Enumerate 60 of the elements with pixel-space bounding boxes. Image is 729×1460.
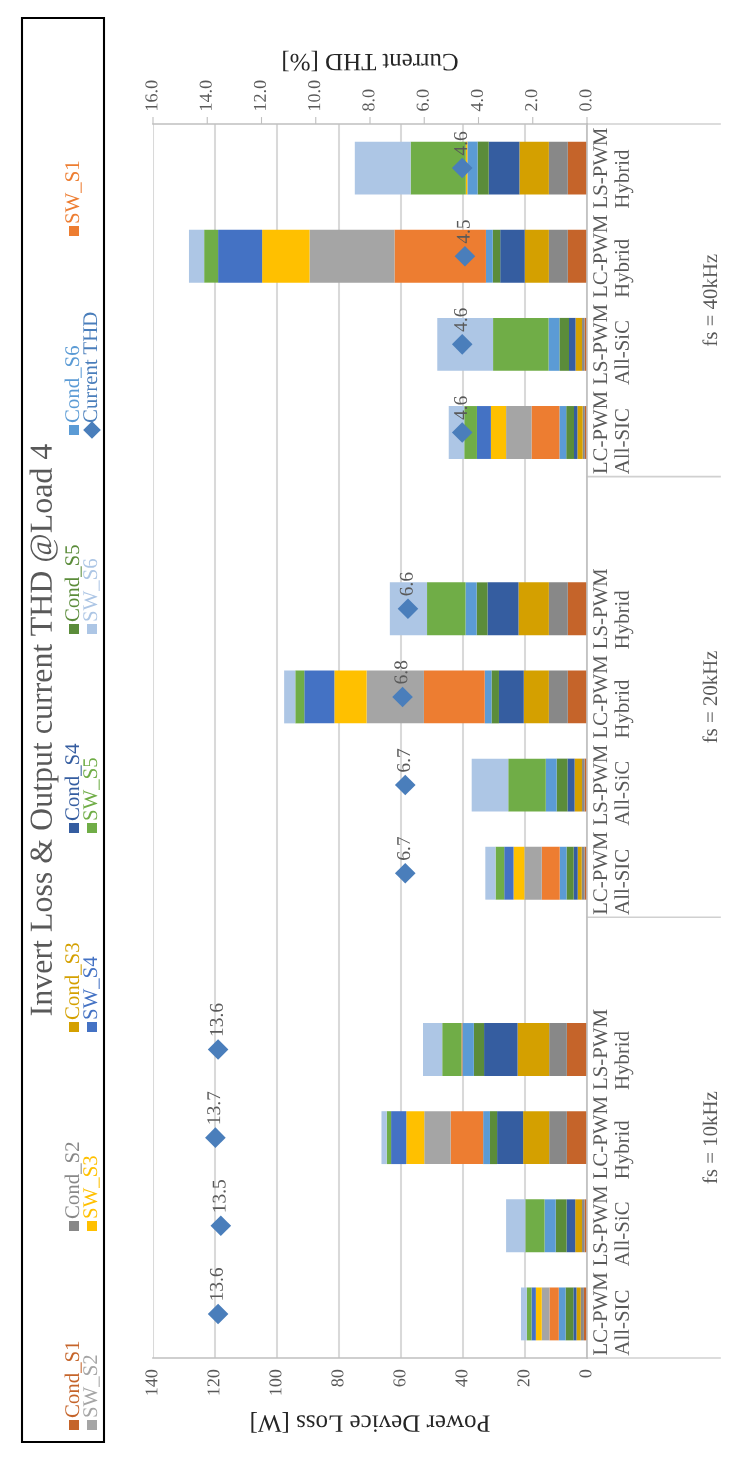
data-label: 6.7	[397, 748, 411, 772]
y-tick-label: LS-PWM All-SiC	[593, 304, 629, 385]
text: fs = 20kHz	[702, 651, 718, 743]
text: SW_S2	[83, 1355, 100, 1417]
x2-tick-label: 12.0	[253, 80, 267, 110]
y-tick-label: LC-PWM Hybrid	[593, 1096, 634, 1179]
x-tick-label: 40	[455, 1369, 468, 1387]
text: Cond_S6	[64, 346, 82, 423]
x-tick-label: 0	[579, 1369, 592, 1378]
y-tick-label: LS-PWM Hybrid	[593, 128, 634, 208]
x-axis-title: Power Device Loss [W]	[251, 1412, 490, 1433]
x-tick-label: 80	[331, 1369, 344, 1387]
data-label: 13.6	[209, 1003, 224, 1036]
x-tick-label: 20	[517, 1369, 530, 1387]
y-tick-label: LS-PWM Hybrid	[593, 1009, 634, 1090]
text: fs = 40kHz	[702, 254, 718, 347]
x2-tick-label: 10.0	[308, 80, 321, 110]
y-tick-label: LS-PWM Hybrid	[593, 568, 634, 649]
text: fs = 10kHz	[702, 1091, 718, 1184]
text: SW_S3	[83, 1156, 100, 1218]
data-label: 4.5	[456, 220, 470, 244]
x2-tick-label: 6.0	[416, 89, 429, 111]
data-label: 13.5	[212, 1180, 226, 1212]
x2-tick-label: 8.0	[362, 89, 375, 111]
y-tick-label: LS-PWM All-SiC	[593, 1185, 629, 1267]
text: SW_S1	[65, 161, 82, 223]
y-tick-label: LC-PWM Hybrid	[593, 215, 634, 298]
text: Cond_S1	[64, 1341, 82, 1418]
text: SW_S5	[83, 758, 100, 820]
text: Cond_S4	[64, 743, 82, 821]
text: Cond_S2	[64, 1142, 82, 1219]
text: SW_S6	[83, 558, 100, 621]
x-tick-label: 120	[207, 1369, 220, 1395]
data-label: 6.8	[394, 660, 408, 684]
data-label: 4.6	[454, 396, 468, 420]
text: Cond_S3	[64, 943, 82, 1020]
y-tick-label: LC-PWM All-SIC	[593, 391, 629, 474]
text: SW_S4	[83, 956, 100, 1019]
x2-tick-label: 4.0	[470, 89, 484, 112]
data-label: 6.7	[397, 836, 411, 860]
data-label: 13.6	[209, 1267, 224, 1300]
y-tick-label: LC-PWM All-SIC	[593, 832, 629, 915]
x2-axis-title: Current THD [%]	[283, 50, 458, 72]
x2-tick-label: 16.0	[145, 80, 158, 110]
text: Cond_S5	[64, 545, 82, 622]
x-tick-label: 140	[145, 1369, 158, 1395]
data-label: 6.6	[399, 572, 413, 596]
data-label: 4.6	[454, 131, 468, 156]
x2-tick-label: 14.0	[199, 80, 212, 110]
text: Current THD	[83, 312, 98, 423]
data-label: 13.7	[207, 1091, 221, 1124]
x2-tick-label: 2.0	[525, 89, 538, 111]
data-label: 4.6	[454, 308, 468, 332]
text: Invert Loss & Output current THD @Load 4	[29, 444, 59, 1016]
x-tick-label: 100	[269, 1369, 282, 1395]
x2-tick-label: 0.0	[579, 89, 592, 111]
y-tick-label: LC-PWM Hybrid	[593, 655, 634, 738]
y-tick-label: LS-PWM All-SiC	[593, 745, 629, 826]
x-tick-label: 60	[393, 1369, 406, 1387]
y-tick-label: LC-PWM All-SIC	[593, 1272, 629, 1356]
